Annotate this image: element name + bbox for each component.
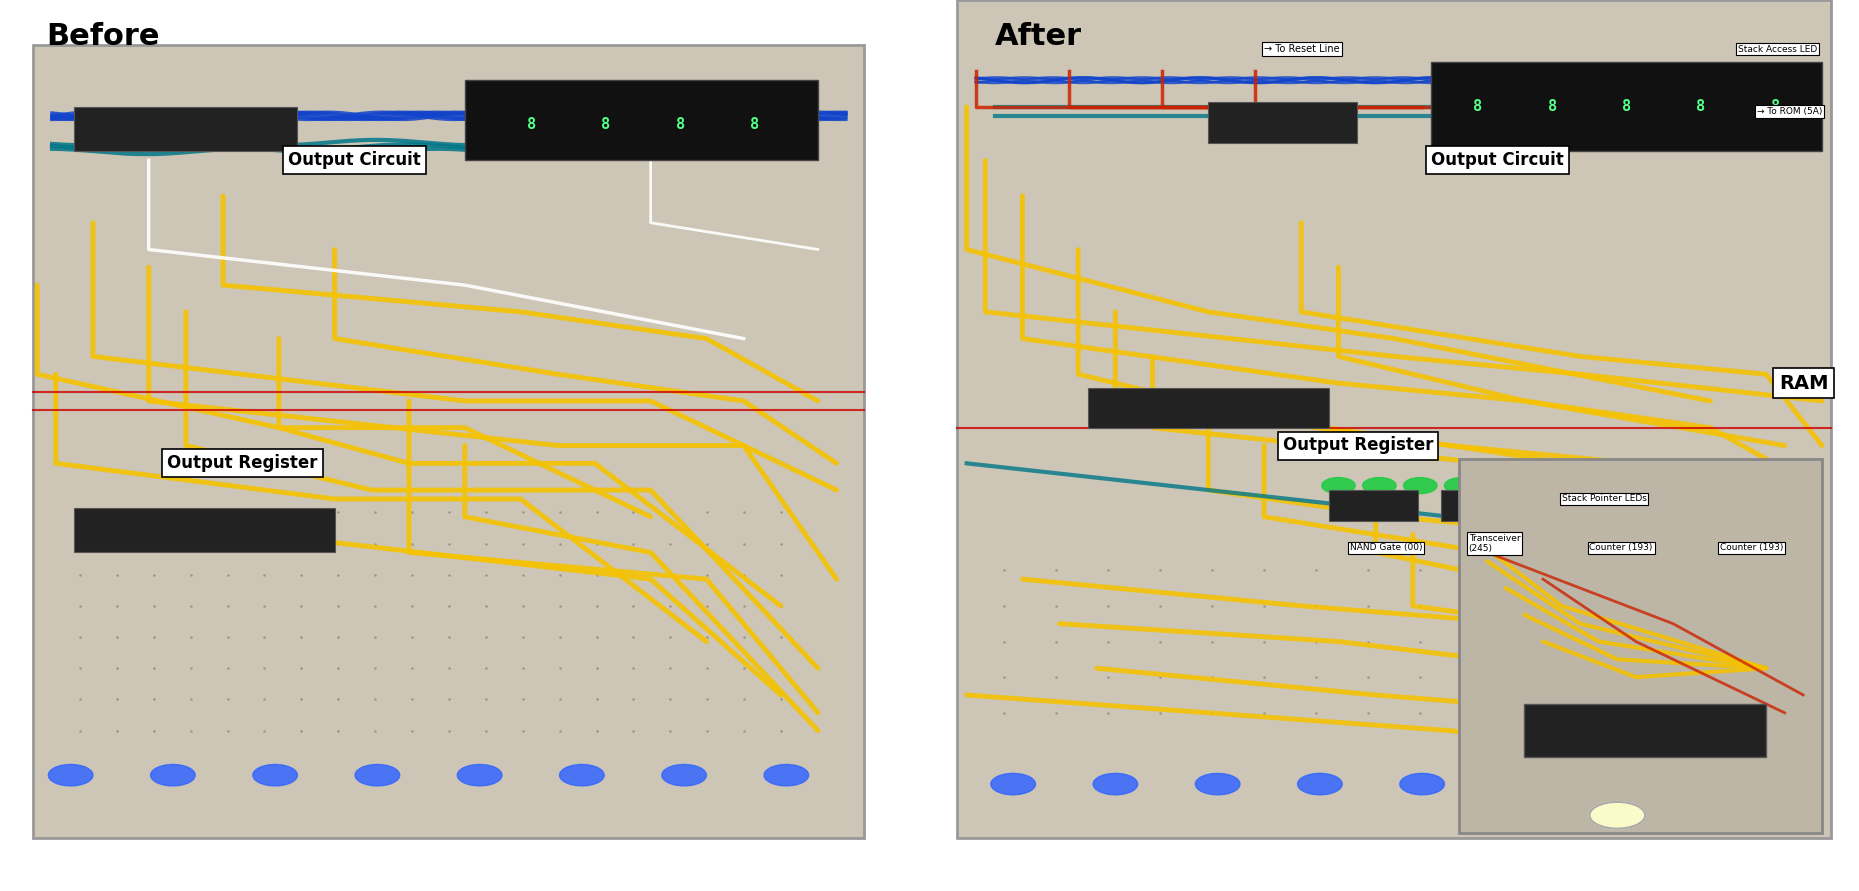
- Text: 8: 8: [1772, 100, 1779, 114]
- FancyBboxPatch shape: [1088, 388, 1329, 428]
- Circle shape: [662, 764, 706, 786]
- Circle shape: [1567, 478, 1601, 494]
- Text: Before: Before: [46, 22, 160, 52]
- Circle shape: [457, 764, 502, 786]
- Circle shape: [253, 764, 297, 786]
- FancyBboxPatch shape: [465, 80, 818, 160]
- Text: After: After: [995, 22, 1082, 52]
- Circle shape: [1485, 478, 1519, 494]
- FancyBboxPatch shape: [1558, 490, 1647, 521]
- Circle shape: [1526, 478, 1560, 494]
- Text: 8: 8: [677, 118, 684, 132]
- Text: 8: 8: [528, 118, 535, 132]
- Text: 8: 8: [602, 118, 610, 132]
- Circle shape: [1608, 478, 1641, 494]
- Circle shape: [1298, 773, 1342, 795]
- Circle shape: [1444, 478, 1478, 494]
- FancyBboxPatch shape: [1208, 102, 1357, 143]
- Text: Stack Access LED: Stack Access LED: [1738, 45, 1818, 53]
- Circle shape: [151, 764, 195, 786]
- FancyBboxPatch shape: [1441, 490, 1530, 521]
- Circle shape: [1589, 802, 1645, 829]
- FancyBboxPatch shape: [74, 107, 297, 151]
- Circle shape: [1195, 773, 1240, 795]
- Text: 8: 8: [751, 118, 758, 132]
- Circle shape: [560, 764, 604, 786]
- FancyBboxPatch shape: [1329, 490, 1418, 521]
- FancyBboxPatch shape: [1459, 459, 1822, 833]
- Text: Output Circuit: Output Circuit: [288, 151, 420, 169]
- Circle shape: [1404, 478, 1437, 494]
- Text: RAM: RAM: [1779, 373, 1829, 393]
- Text: → To Reset Line: → To Reset Line: [1264, 44, 1340, 54]
- Circle shape: [1093, 773, 1138, 795]
- Text: → To ROM (5A): → To ROM (5A): [1757, 107, 1822, 116]
- Text: Output Register: Output Register: [1283, 437, 1433, 454]
- FancyBboxPatch shape: [74, 508, 335, 552]
- FancyBboxPatch shape: [1431, 62, 1822, 151]
- Text: Counter (193): Counter (193): [1589, 544, 1653, 552]
- Text: 8: 8: [1549, 100, 1556, 114]
- FancyBboxPatch shape: [1524, 704, 1766, 757]
- Circle shape: [991, 773, 1035, 795]
- Circle shape: [1502, 773, 1547, 795]
- Text: 8: 8: [1474, 100, 1482, 114]
- FancyBboxPatch shape: [957, 0, 1831, 838]
- FancyBboxPatch shape: [33, 45, 864, 838]
- Circle shape: [1363, 478, 1396, 494]
- Text: Counter (193): Counter (193): [1720, 544, 1783, 552]
- FancyBboxPatch shape: [1673, 490, 1762, 521]
- Circle shape: [1322, 478, 1355, 494]
- Text: 8: 8: [1697, 100, 1705, 114]
- Text: 8: 8: [1623, 100, 1630, 114]
- Circle shape: [355, 764, 400, 786]
- Text: Stack Pointer LEDs: Stack Pointer LEDs: [1562, 495, 1647, 503]
- Text: Transceiver
(245): Transceiver (245): [1469, 534, 1521, 553]
- Text: Output Circuit: Output Circuit: [1431, 151, 1563, 169]
- Text: Output Register: Output Register: [167, 454, 318, 472]
- Circle shape: [48, 764, 93, 786]
- Circle shape: [1400, 773, 1444, 795]
- Circle shape: [764, 764, 809, 786]
- Text: NAND Gate (00): NAND Gate (00): [1350, 544, 1422, 552]
